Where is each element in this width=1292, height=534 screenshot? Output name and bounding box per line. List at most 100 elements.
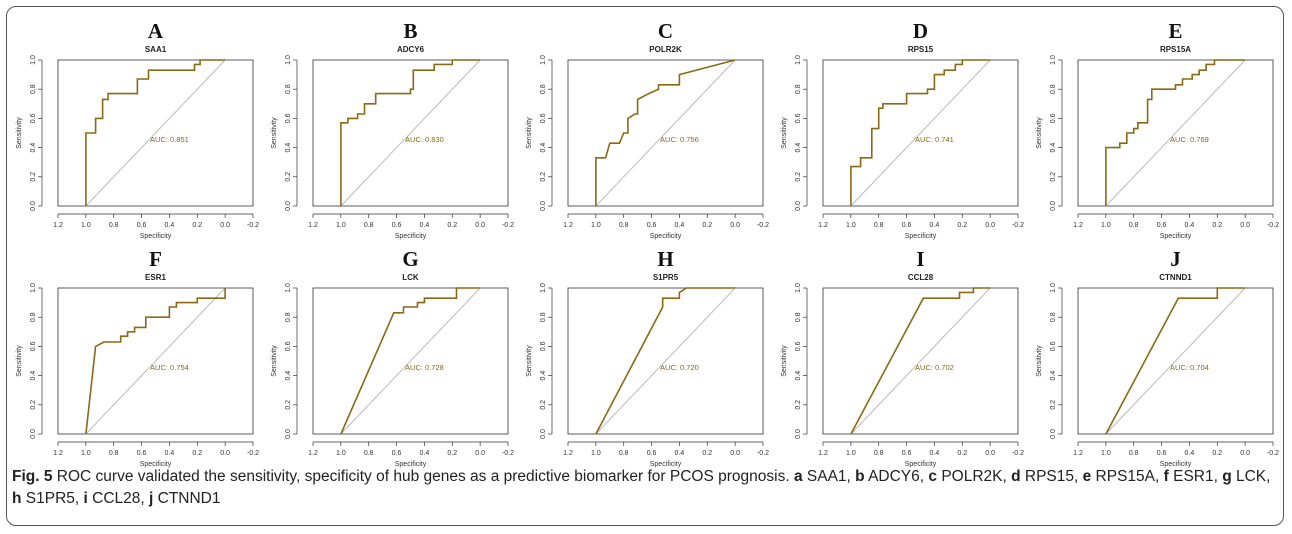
y-tick-label: 1.0 [1050, 283, 1057, 293]
y-tick-label: 0.6 [30, 113, 37, 123]
y-tick-label: 0.6 [285, 341, 292, 351]
reference-diagonal [1105, 287, 1246, 435]
auc-annotation: AUC: 0.704 [1170, 363, 1209, 372]
y-tick-label: 0.4 [285, 143, 292, 153]
y-tick-label: 0.6 [540, 341, 547, 351]
panel-title: ADCY6 [397, 45, 425, 54]
y-tick-label: 0.8 [285, 312, 292, 322]
y-tick-label: 0.0 [540, 429, 547, 439]
roc-curve [85, 59, 226, 206]
x-tick-label: 0.0 [730, 450, 740, 457]
x-tick-label: 0.0 [730, 222, 740, 229]
x-tick-label: 0.6 [137, 222, 147, 229]
caption-item-gene: SAA1, [802, 468, 851, 485]
roc-curve [85, 288, 226, 435]
y-tick-label: 0.4 [30, 371, 37, 381]
y-tick-label: 1.0 [540, 55, 547, 65]
x-tick-label: 1.2 [308, 450, 318, 457]
x-tick-label: -0.2 [247, 222, 259, 229]
y-tick-label: 0.2 [540, 400, 547, 410]
x-tick-label: 0.2 [702, 222, 712, 229]
roc-curve [340, 287, 481, 435]
x-tick-label: 0.6 [392, 450, 402, 457]
caption-item-letter: c [928, 468, 938, 485]
panel-letter: J [1170, 247, 1181, 271]
caption-item-letter: j [149, 490, 154, 507]
x-tick-label: 0.2 [957, 450, 967, 457]
x-tick-label: 1.0 [1101, 222, 1111, 229]
x-tick-label: -0.2 [1012, 450, 1024, 457]
panel-letter: B [403, 19, 417, 43]
auc-annotation: AUC: 0.756 [660, 135, 699, 144]
x-axis-label: Specificity [650, 233, 682, 240]
y-tick-label: 1.0 [285, 283, 292, 293]
auc-annotation: AUC: 0.769 [1170, 135, 1209, 144]
plot-box [567, 287, 764, 435]
roc-curve [1105, 59, 1246, 206]
x-tick-label: 0.0 [985, 450, 995, 457]
y-axis-label: Sensitivity [1036, 117, 1043, 149]
x-axis-label: Specificity [395, 233, 427, 240]
x-tick-label: 1.2 [563, 222, 573, 229]
x-tick-label: 0.8 [109, 450, 119, 457]
x-tick-label: 0.0 [475, 222, 485, 229]
roc-curve [850, 59, 991, 206]
x-axis-label: Specificity [1160, 461, 1192, 468]
x-tick-label: 0.0 [220, 450, 230, 457]
y-tick-label: 0.6 [795, 341, 802, 351]
caption-item-letter: g [1222, 468, 1232, 485]
x-tick-label: 1.2 [563, 450, 573, 457]
roc-curve [850, 287, 991, 435]
x-tick-label: 0.4 [675, 450, 685, 457]
y-tick-label: 0.0 [795, 201, 802, 211]
reference-diagonal [850, 59, 991, 207]
y-tick-label: 1.0 [30, 283, 37, 293]
y-tick-label: 1.0 [540, 283, 547, 293]
y-tick-label: 0.0 [795, 429, 802, 439]
x-tick-label: -0.2 [757, 222, 769, 229]
y-tick-label: 1.0 [795, 283, 802, 293]
y-tick-label: 0.4 [30, 143, 37, 153]
x-tick-label: 0.4 [165, 222, 175, 229]
reference-diagonal [850, 287, 991, 435]
y-tick-label: 0.2 [30, 400, 37, 410]
panel-letter: I [916, 247, 924, 271]
caption-item-gene: S1PR5, [21, 490, 80, 507]
y-tick-label: 0.6 [795, 113, 802, 123]
x-tick-label: 0.4 [420, 222, 430, 229]
plot-box [822, 59, 1019, 207]
caption-item-gene: POLR2K, [937, 468, 1007, 485]
y-tick-label: 0.6 [285, 113, 292, 123]
x-tick-label: -0.2 [757, 450, 769, 457]
caption-item-letter: e [1082, 468, 1092, 485]
reference-diagonal [340, 59, 481, 207]
panel-letter: G [402, 247, 418, 271]
caption-item-gene: LCK, [1231, 468, 1271, 485]
y-tick-label: 0.4 [795, 371, 802, 381]
plot-box [312, 287, 509, 435]
plot-box [822, 287, 1019, 435]
x-axis-label: Specificity [140, 461, 172, 468]
x-tick-label: 0.0 [220, 222, 230, 229]
x-tick-label: 0.6 [1157, 450, 1167, 457]
x-tick-label: 0.8 [874, 222, 884, 229]
x-tick-label: 0.0 [475, 450, 485, 457]
plot-box [57, 287, 254, 435]
x-axis-label: Specificity [140, 233, 172, 240]
x-tick-label: 1.0 [81, 450, 91, 457]
x-tick-label: 1.2 [53, 450, 63, 457]
reference-diagonal [1105, 59, 1246, 207]
x-tick-label: 0.2 [192, 450, 202, 457]
panel-letter: E [1168, 19, 1182, 43]
y-tick-label: 1.0 [795, 55, 802, 65]
caption-text: ROC curve validated the sensitivity, spe… [56, 468, 790, 485]
x-tick-label: 1.2 [1073, 450, 1083, 457]
x-tick-label: 1.2 [308, 222, 318, 229]
auc-annotation: AUC: 0.754 [150, 363, 189, 372]
y-axis-label: Sensitivity [271, 117, 278, 149]
y-tick-label: 0.6 [1050, 341, 1057, 351]
x-tick-label: 0.6 [647, 450, 657, 457]
x-tick-label: 1.2 [53, 222, 63, 229]
x-axis-label: Specificity [395, 461, 427, 468]
plot-box [57, 59, 254, 207]
